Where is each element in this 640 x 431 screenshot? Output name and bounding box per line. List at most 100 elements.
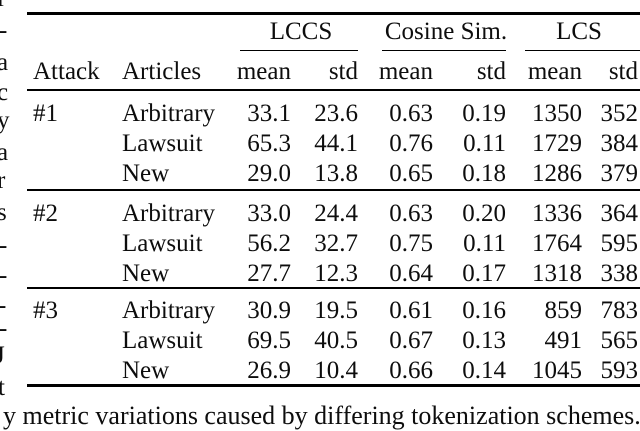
cell-value: 0.63 (389, 100, 433, 127)
clipped-text-fragment: c (0, 79, 9, 106)
clipped-text-fragment: J (0, 341, 5, 371)
attack-label-empty (33, 356, 122, 386)
cell-articles: New (122, 357, 170, 384)
cell-value: 19.5 (314, 297, 358, 324)
cell-value: 33.0 (247, 200, 291, 227)
clipped-text-fragment: y (0, 107, 10, 134)
clipped-text-fragment: - (0, 231, 7, 261)
cell-value: 0.16 (462, 297, 506, 324)
table-toprule (27, 12, 640, 15)
attack-label: #3 (33, 297, 58, 324)
attack-label-empty (33, 159, 122, 189)
cmidrule-lcs (525, 50, 640, 52)
cell-value: 27.7 (247, 260, 291, 287)
cell-value: 364 (600, 200, 639, 227)
cell-articles: Arbitrary (122, 200, 216, 227)
col-header-std-cosine: std (476, 58, 506, 85)
clipped-text-fragment: - (0, 261, 7, 291)
cell-value: 491 (544, 327, 583, 354)
cell-value: 0.19 (462, 100, 506, 127)
clipped-text-fragment: a (0, 49, 9, 76)
cell-articles: Arbitrary (122, 297, 216, 324)
cell-value: 13.8 (314, 160, 358, 187)
group-header-lcs: LCS (556, 18, 602, 45)
cell-value: 23.6 (314, 100, 358, 127)
cell-value: 0.61 (389, 297, 433, 324)
cell-articles: New (122, 160, 170, 187)
table-midrule-2 (27, 287, 640, 289)
table-midrule-1 (27, 189, 640, 191)
cmidrule-lccs (240, 50, 358, 52)
attack-block-2: #2 Arbitrary 33.0 24.4 0.63 0.20 1336 364 Lawsui… (33, 199, 638, 289)
cell-value: 24.4 (314, 200, 358, 227)
clipped-text-fragment: s (0, 199, 7, 226)
clipped-text-fragment: - (0, 291, 6, 321)
clipped-text-fragment: - (0, 16, 7, 46)
attack-block-1: #1 Arbitrary 33.1 23.6 0.63 0.19 1350 352 Lawsui… (33, 99, 638, 189)
attack-label-empty (33, 326, 122, 356)
cell-value: 65.3 (247, 130, 291, 157)
cell-value: 0.11 (463, 130, 506, 157)
cell-value: 0.17 (462, 260, 506, 287)
cell-value: 44.1 (314, 130, 358, 157)
clipped-text-fragment: l (0, 0, 4, 14)
col-header-std-lccs: std (328, 58, 358, 85)
cell-value: 10.4 (314, 357, 358, 384)
clipped-text-fragment: t (0, 374, 5, 401)
cell-value: 69.5 (247, 327, 291, 354)
group-header-lccs: LCCS (269, 18, 333, 45)
cell-articles: Lawsuit (122, 327, 203, 354)
col-header-mean-lccs: mean (236, 58, 291, 85)
cell-value: 1764 (532, 230, 582, 257)
cell-value: 1318 (532, 260, 582, 287)
cell-value: 783 (600, 297, 639, 324)
cell-value: 12.3 (314, 260, 358, 287)
cell-value: 0.75 (389, 230, 433, 257)
table-header-midrule (27, 89, 640, 91)
cell-value: 338 (600, 260, 639, 287)
cell-articles: Arbitrary (122, 100, 216, 127)
cell-value: 0.18 (462, 160, 506, 187)
cell-value: 0.13 (462, 327, 506, 354)
cell-value: 0.63 (389, 200, 433, 227)
cell-articles: Lawsuit (122, 130, 203, 157)
cell-value: 352 (600, 100, 639, 127)
cell-value: 32.7 (314, 230, 358, 257)
cell-value: 1350 (532, 100, 582, 127)
group-header-cosine: Cosine Sim. (384, 18, 508, 45)
results-table: LCCS Cosine Sim. LCS Attack Articles mea… (27, 0, 640, 421)
cell-articles: New (122, 260, 170, 287)
cell-value: 593 (600, 357, 639, 384)
cell-value: 40.5 (314, 327, 358, 354)
cell-value: 0.65 (389, 160, 433, 187)
cell-value: 1286 (532, 160, 582, 187)
cell-value: 0.20 (462, 200, 506, 227)
cmidrule-cosine (382, 50, 506, 52)
attack-block-3: #3 Arbitrary 30.9 19.5 0.61 0.16 859 783 Lawsuit… (33, 296, 638, 386)
cell-value: 0.67 (389, 327, 433, 354)
clipped-text-fragment: r (0, 167, 6, 194)
col-header-std-lcs: std (608, 58, 638, 85)
cell-value: 29.0 (247, 160, 291, 187)
cell-value: 1336 (532, 200, 582, 227)
cell-value: 1045 (532, 357, 582, 384)
clipped-text-fragment: - (0, 314, 7, 344)
attack-label-empty (33, 129, 122, 159)
attack-label: #1 (33, 100, 58, 127)
column-header-row: Attack Articles mean std mean std mean s… (33, 57, 638, 87)
col-header-attack: Attack (33, 58, 100, 85)
table-bottomrule (27, 384, 640, 387)
cell-value: 0.14 (462, 357, 506, 384)
attack-label-empty (33, 229, 122, 259)
cell-articles: Lawsuit (122, 230, 203, 257)
cell-value: 1729 (532, 130, 582, 157)
cell-value: 30.9 (247, 297, 291, 324)
cell-value: 33.1 (247, 100, 291, 127)
cell-value: 0.11 (463, 230, 506, 257)
col-header-mean-lcs: mean (527, 58, 582, 85)
clipped-text-fragment: a (0, 139, 9, 166)
cell-value: 0.76 (389, 130, 433, 157)
cell-value: 56.2 (247, 230, 291, 257)
attack-label: #2 (33, 200, 58, 227)
